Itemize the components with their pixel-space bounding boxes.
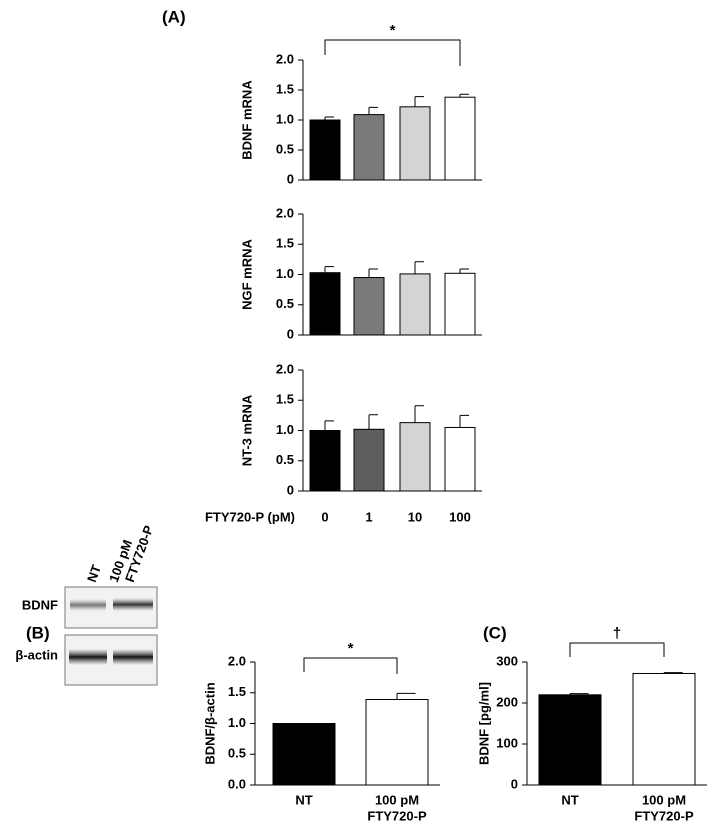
x-tick-label: 1 xyxy=(365,509,372,524)
bar xyxy=(365,699,429,786)
y-tick-label: 0.5 xyxy=(276,141,294,156)
bar xyxy=(538,694,602,786)
y-axis-label: BDNF [pg/ml] xyxy=(476,682,491,765)
y-axis-label: BDNF/β-actin xyxy=(202,682,217,764)
y-axis-label: NT-3 mRNA xyxy=(239,394,254,466)
bar xyxy=(444,426,476,492)
x-tick-label: NT xyxy=(295,792,312,807)
significance-bracket xyxy=(303,657,398,674)
bar xyxy=(309,119,341,181)
panel-label: (A) xyxy=(162,7,186,26)
error-bar xyxy=(368,414,378,430)
y-tick-label: 1.0 xyxy=(276,422,294,437)
y-tick-label: 0 xyxy=(287,326,294,341)
bar xyxy=(309,272,341,336)
bar xyxy=(309,430,341,492)
x-tick-label: FTY720-P xyxy=(634,808,694,823)
error-bar xyxy=(459,93,469,98)
error-bar xyxy=(368,106,378,115)
error-bar xyxy=(368,268,378,278)
y-tick-label: 1.5 xyxy=(276,236,294,251)
y-tick-label: 2.0 xyxy=(228,653,246,668)
bar xyxy=(444,272,476,336)
y-tick-label: 100 xyxy=(496,735,518,750)
blot-band xyxy=(113,598,153,611)
error-bar xyxy=(396,692,416,700)
blot-row-label: β-actin xyxy=(15,647,58,662)
y-tick-label: 1.5 xyxy=(228,684,246,699)
y-tick-label: 200 xyxy=(496,694,518,709)
y-tick-label: 1.0 xyxy=(276,266,294,281)
y-tick-label: 1.0 xyxy=(228,715,246,730)
error-bar xyxy=(569,693,589,695)
y-tick-label: 0.5 xyxy=(276,452,294,467)
significance-mark: * xyxy=(390,22,396,39)
y-tick-label: 300 xyxy=(496,653,518,668)
x-tick-label: NT xyxy=(561,792,578,807)
error-bar xyxy=(459,414,469,428)
y-tick-label: 0 xyxy=(287,482,294,497)
error-bar xyxy=(324,266,334,273)
bar xyxy=(399,273,431,336)
y-tick-label: 0.0 xyxy=(228,776,246,791)
x-axis-label: FTY720-P (pM) xyxy=(205,509,295,524)
y-tick-label: 2.0 xyxy=(276,361,294,376)
error-bar xyxy=(324,420,334,431)
y-tick-label: 1.5 xyxy=(276,81,294,96)
error-bar xyxy=(414,96,424,107)
bar xyxy=(632,672,696,786)
lane-label: NT xyxy=(84,563,104,584)
blot-band xyxy=(113,649,153,665)
error-bar xyxy=(414,261,424,274)
bar xyxy=(272,723,336,786)
x-tick-label: 100 pM xyxy=(642,792,686,807)
panel-label: (C) xyxy=(483,623,507,642)
y-tick-label: 0.5 xyxy=(276,296,294,311)
x-tick-label: 10 xyxy=(408,509,422,524)
error-bar xyxy=(414,405,424,423)
error-bar xyxy=(324,116,334,120)
x-tick-label: 0 xyxy=(321,509,328,524)
y-tick-label: 0 xyxy=(511,776,518,791)
y-axis-label: BDNF mRNA xyxy=(239,80,254,160)
y-tick-label: 2.0 xyxy=(276,51,294,66)
significance-bracket xyxy=(569,642,665,657)
y-tick-label: 2.0 xyxy=(276,205,294,220)
x-tick-label: 100 xyxy=(449,509,471,524)
blot-row-label: BDNF xyxy=(22,597,58,612)
panel-label: (B) xyxy=(26,623,50,642)
x-tick-label: FTY720-P xyxy=(367,808,427,823)
significance-mark: * xyxy=(348,640,354,657)
bar xyxy=(353,428,385,492)
bar xyxy=(399,106,431,181)
y-tick-label: 1.5 xyxy=(276,392,294,407)
bar xyxy=(444,96,476,181)
y-tick-label: 1.0 xyxy=(276,111,294,126)
y-axis-label: NGF mRNA xyxy=(239,239,254,310)
error-bar xyxy=(459,268,469,274)
significance-bracket xyxy=(324,39,461,66)
blot-band xyxy=(70,599,106,611)
bar xyxy=(353,114,385,181)
significance-mark: † xyxy=(613,625,621,642)
y-tick-label: 0.5 xyxy=(228,746,246,761)
y-tick-label: 0 xyxy=(287,171,294,186)
bar xyxy=(353,277,385,336)
x-tick-label: 100 pM xyxy=(375,792,419,807)
error-bar xyxy=(663,672,683,674)
bar xyxy=(399,422,431,492)
blot-band xyxy=(69,649,107,665)
